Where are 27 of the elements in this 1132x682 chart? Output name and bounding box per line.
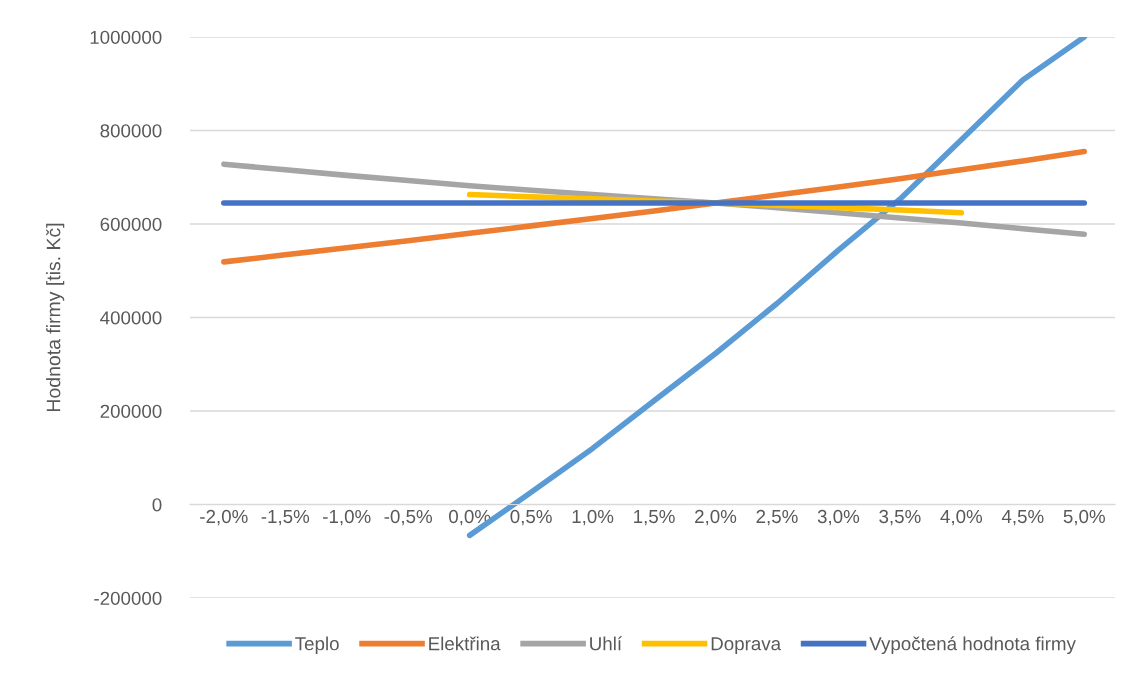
y-axis-title: Hodnota firmy [tis. Kč] <box>46 223 65 411</box>
legend-label: Vypočtená hodnota firmy <box>869 636 1076 655</box>
x-tick-label: 0,5% <box>510 509 552 526</box>
x-tick-label: -1,0% <box>323 509 371 526</box>
legend-label: Uhlí <box>590 636 622 651</box>
x-tick-label: 1,0% <box>572 509 614 526</box>
x-tick-label: 2,0% <box>695 509 737 526</box>
x-tick-label: 4,0% <box>940 509 983 526</box>
legend-label: Doprava <box>711 637 782 655</box>
x-tick-label: -2,0% <box>200 509 248 526</box>
x-tick-label: 2,5% <box>756 509 798 526</box>
x-tick-label: 4,5% <box>1001 509 1044 526</box>
y-tick-label: 400000 <box>100 311 162 325</box>
y-tick-label: 0 <box>152 498 162 512</box>
legend-label: Teplo <box>295 636 339 655</box>
legend-label: Elektřina <box>429 636 501 651</box>
y-tick-label: 600000 <box>100 217 162 231</box>
x-tick-label: -0,5% <box>384 509 433 526</box>
y-tick-label: 800000 <box>100 124 162 138</box>
y-tick-label: 1000000 <box>90 30 162 44</box>
y-tick-label: -200000 <box>94 591 162 605</box>
y-tick-label: 200000 <box>100 404 162 418</box>
x-tick-label: -1,5% <box>261 509 310 526</box>
x-tick-label: 1,5% <box>634 509 675 526</box>
x-tick-label: 3,0% <box>817 509 860 526</box>
x-tick-label: 5,0% <box>1063 509 1105 526</box>
x-tick-label: 3,5% <box>879 509 921 526</box>
